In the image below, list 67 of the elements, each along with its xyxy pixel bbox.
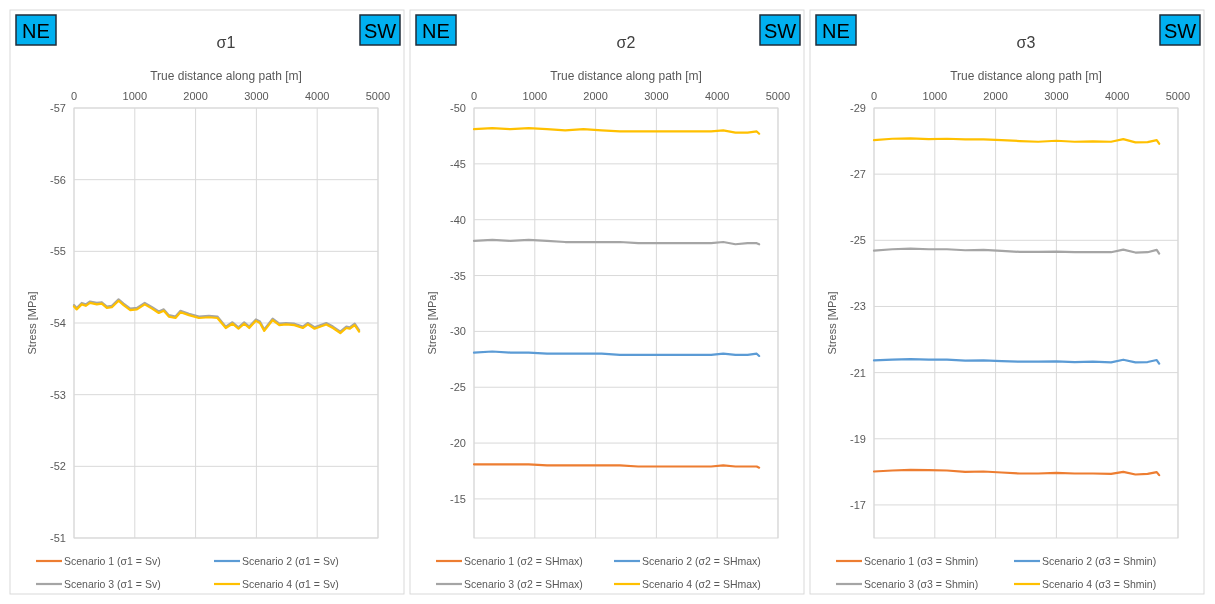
legend-label: Scenario 4 (σ3 = Shmin)	[1042, 578, 1157, 590]
x-tick-label: 3000	[644, 90, 669, 102]
y-tick-label: -50	[450, 102, 466, 114]
chart-title: σ3	[1016, 34, 1036, 51]
x-axis-title: True distance along path [m]	[550, 69, 702, 83]
y-tick-label: -40	[450, 213, 466, 226]
x-axis-title: True distance along path [m]	[950, 69, 1102, 83]
y-tick-label: -53	[50, 388, 66, 401]
x-tick-label: 4000	[304, 90, 330, 102]
legend-label: Scenario 2 (σ2 = SHmax)	[642, 555, 761, 567]
legend-label: Scenario 1 (σ2 = SHmax)	[464, 555, 583, 567]
y-axis-title: Stress [MPa]	[826, 291, 838, 355]
y-tick-label: -51	[50, 532, 66, 544]
legend-label: Scenario 3 (σ3 = Shmin)	[864, 578, 979, 590]
x-tick-label: 2000	[983, 90, 1008, 102]
legend-label: Scenario 4 (σ1 = Sv)	[242, 578, 339, 590]
legend-label: Scenario 4 (σ2 = SHmax)	[642, 578, 761, 590]
text: NE	[822, 20, 850, 42]
legend-label: Scenario 3 (σ1 = Sv)	[64, 578, 161, 590]
y-tick-label: -21	[850, 366, 866, 379]
text: SW	[763, 20, 797, 42]
y-tick-label: -25	[450, 381, 466, 394]
chart-title: σ1	[216, 34, 236, 51]
y-tick-label: -29	[850, 102, 866, 114]
x-tick-label: 0	[70, 90, 78, 102]
y-tick-label: -54	[50, 317, 66, 329]
y-tick-label: -19	[850, 432, 866, 445]
text: SW	[363, 20, 397, 42]
x-tick-label: 4000	[1104, 90, 1130, 102]
y-tick-label: -23	[850, 300, 866, 313]
y-tick-label: -55	[50, 245, 66, 258]
text: SW	[1163, 20, 1197, 42]
x-tick-label: 5000	[1165, 90, 1191, 102]
legend-label: Scenario 2 (σ3 = Shmin)	[1042, 555, 1157, 567]
legend-label: Scenario 1 (σ3 = Shmin)	[864, 555, 979, 567]
chart-title: σ2	[616, 34, 636, 51]
x-tick-label: 1000	[122, 90, 148, 102]
y-tick-label: -57	[50, 102, 66, 114]
legend-label: Scenario 1 (σ1 = Sv)	[64, 555, 161, 567]
x-tick-label: 4000	[704, 90, 730, 102]
x-tick-label: 3000	[1044, 90, 1069, 102]
y-tick-label: -15	[450, 492, 466, 505]
x-tick-label: 0	[870, 90, 878, 102]
y-tick-label: -25	[850, 234, 866, 247]
x-tick-label: 1000	[922, 90, 948, 102]
x-tick-label: 2000	[183, 90, 208, 102]
y-tick-label: -56	[50, 173, 66, 186]
legend-label: Scenario 3 (σ2 = SHmax)	[464, 578, 583, 590]
y-tick-label: -52	[50, 460, 66, 473]
x-tick-label: 0	[470, 90, 478, 102]
x-tick-label: 5000	[365, 90, 391, 102]
y-tick-label: -20	[450, 437, 466, 450]
y-axis-title: Stress [MPa]	[426, 291, 438, 355]
legend-label: Scenario 2 (σ1 = Sv)	[242, 555, 339, 567]
y-tick-label: -35	[450, 269, 466, 282]
x-tick-label: 1000	[522, 90, 548, 102]
text: NE	[22, 20, 50, 42]
x-axis-title: True distance along path [m]	[150, 69, 302, 83]
text: NE	[422, 20, 450, 42]
x-tick-label: 3000	[244, 90, 269, 102]
y-tick-label: -17	[850, 498, 866, 511]
x-tick-label: 5000	[765, 90, 791, 102]
y-axis-title: Stress [MPa]	[26, 291, 38, 355]
y-tick-label: -27	[850, 168, 866, 181]
y-tick-label: -45	[450, 157, 466, 170]
y-tick-label: -30	[450, 325, 466, 338]
x-tick-label: 2000	[583, 90, 608, 102]
